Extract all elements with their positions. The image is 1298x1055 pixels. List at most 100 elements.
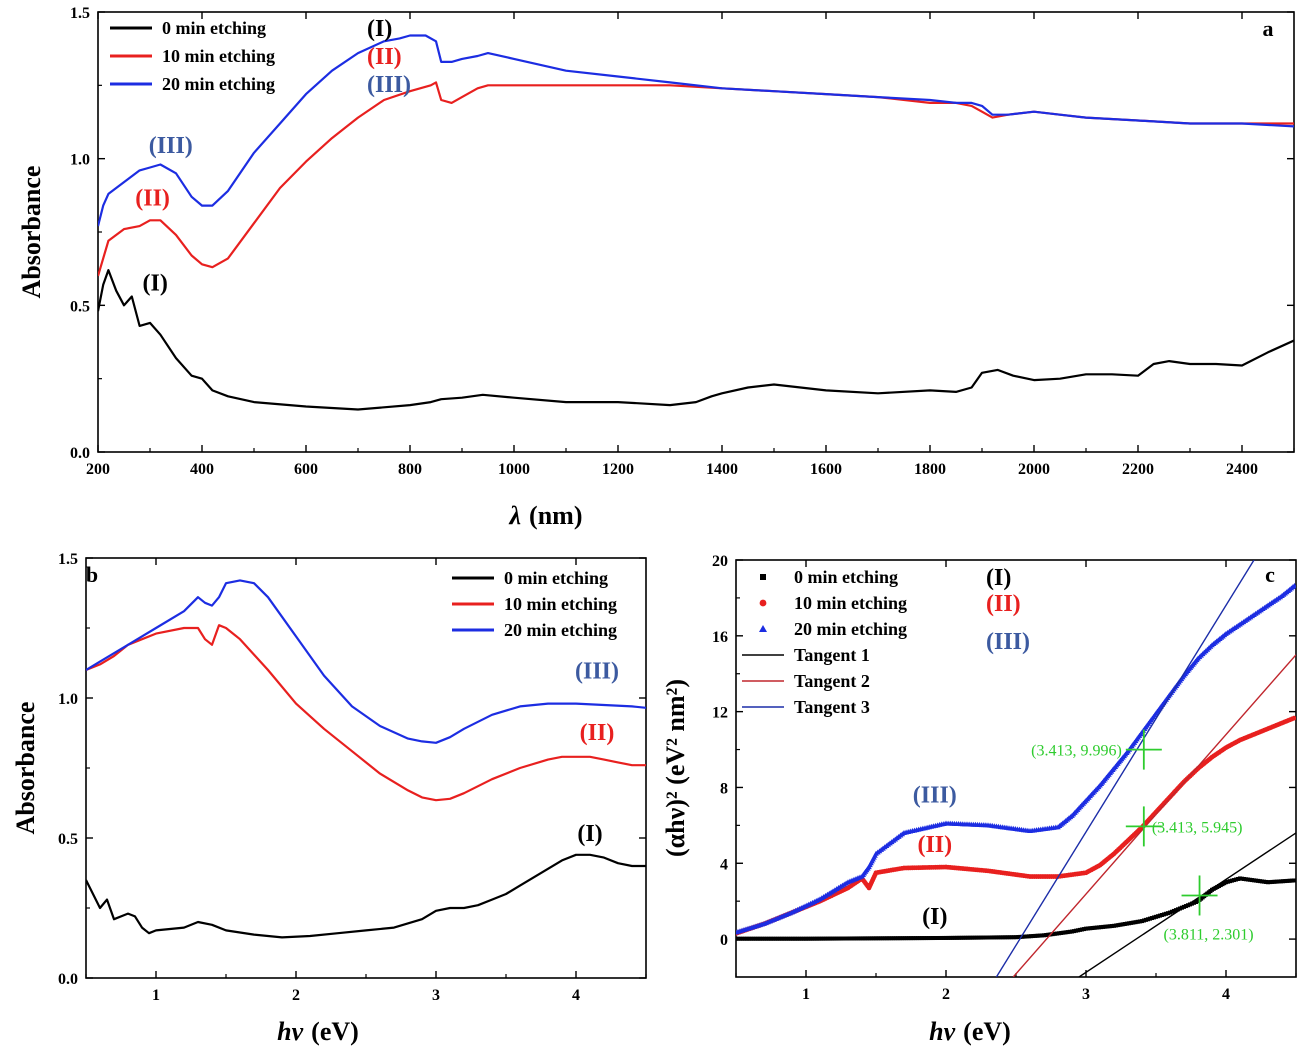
y-tick-label: 0.0 [70, 445, 90, 462]
data-point [987, 935, 992, 940]
x-tick-label: 3 [1082, 986, 1090, 1003]
legend-tag: (I) [986, 565, 1011, 591]
data-point [1018, 934, 1023, 939]
data-point [1112, 923, 1116, 928]
data-point [1114, 923, 1119, 928]
y-tick-label: 20 [712, 553, 728, 570]
data-point [930, 936, 935, 941]
data-point [926, 936, 931, 941]
legend-tag: (II) [986, 591, 1021, 617]
data-point [819, 936, 824, 941]
data-point [884, 936, 889, 941]
legend-label: Tangent 1 [794, 645, 870, 665]
data-point [976, 935, 981, 940]
curve-annotation: (III) [913, 783, 957, 809]
data-point [1065, 930, 1070, 935]
point-label: (3.413, 9.996) [1031, 743, 1122, 760]
data-point [959, 935, 964, 940]
data-point [786, 936, 791, 941]
data-point [755, 936, 760, 941]
data-point [1120, 922, 1125, 927]
series-20-min-etching-line [98, 34, 1294, 227]
data-point [950, 935, 955, 940]
data-point [821, 936, 826, 941]
data-point [946, 935, 951, 940]
data-point [876, 936, 881, 941]
data-point [1011, 935, 1016, 940]
data-point [895, 936, 900, 941]
data-point [1268, 880, 1273, 885]
data-point [1016, 935, 1021, 940]
data-point [775, 936, 780, 941]
data-point [764, 936, 769, 941]
data-point [1031, 934, 1036, 939]
data-point [1037, 933, 1042, 938]
data-point [869, 936, 874, 941]
data-point [1283, 879, 1288, 884]
data-point [1057, 931, 1062, 936]
data-point [808, 936, 813, 941]
data-point [1109, 924, 1114, 929]
legend-label: 10 min etching [504, 594, 617, 614]
data-point [1026, 934, 1031, 939]
data-point [970, 935, 975, 940]
data-point [891, 936, 896, 941]
data-point [836, 936, 841, 941]
data-point [1278, 879, 1283, 884]
data-point [1281, 879, 1286, 884]
data-point [965, 935, 970, 940]
data-point [989, 935, 994, 940]
data-point [933, 936, 938, 941]
x-tick-label: 2400 [1226, 461, 1258, 478]
data-point [900, 936, 905, 941]
x-tick-label: 200 [86, 461, 110, 478]
data-point [898, 936, 903, 941]
curve-annotation: (III) [575, 658, 619, 684]
data-point [1099, 925, 1104, 930]
x-tick-label: 2000 [1018, 461, 1050, 478]
y-tick-label: 0.5 [58, 831, 78, 848]
y-axis-title: Absorbance [11, 702, 40, 835]
x-tick-label: 1 [152, 987, 160, 1004]
data-point [1044, 933, 1049, 938]
x-axis-unit: (eV) [311, 1017, 359, 1046]
x-tick-label: 800 [398, 461, 422, 478]
data-point [878, 936, 883, 941]
data-point [871, 936, 876, 941]
data-point [788, 936, 793, 941]
series-10-min-etching-line [98, 81, 1294, 277]
data-point [904, 936, 909, 941]
x-axis-symbol: hv [929, 1017, 955, 1046]
x-tick-label: 4 [572, 987, 580, 1004]
data-point [1022, 934, 1027, 939]
data-point [849, 936, 854, 941]
data-point [1105, 924, 1110, 929]
x-tick-label: 1600 [810, 461, 842, 478]
data-point [968, 935, 973, 940]
data-point [981, 935, 986, 940]
legend-swatch [759, 599, 767, 607]
y-tick-label: 0.5 [70, 298, 90, 315]
data-point [834, 936, 839, 941]
data-point [801, 936, 806, 941]
x-tick-label: 400 [190, 461, 214, 478]
data-point [1096, 925, 1101, 930]
curve-annotation: (I) [143, 271, 168, 297]
data-point [1124, 921, 1129, 926]
legend-swatch [759, 625, 767, 632]
data-point [812, 936, 817, 941]
data-point [766, 936, 771, 941]
data-point [928, 936, 933, 941]
series-tangent-3-line [995, 560, 1255, 977]
data-point [1088, 926, 1093, 931]
x-tick-label: 1400 [706, 461, 738, 478]
data-point [974, 935, 979, 940]
data-point [1131, 920, 1136, 925]
data-point [1042, 933, 1046, 938]
data-point [797, 936, 802, 941]
data-point [1276, 879, 1281, 884]
series-0-min-etching-markers [736, 876, 1296, 941]
data-point [924, 936, 929, 941]
curve-annotation: (II) [135, 186, 170, 212]
